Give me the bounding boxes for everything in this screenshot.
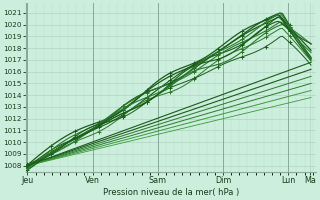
- X-axis label: Pression niveau de la mer( hPa ): Pression niveau de la mer( hPa ): [103, 188, 239, 197]
